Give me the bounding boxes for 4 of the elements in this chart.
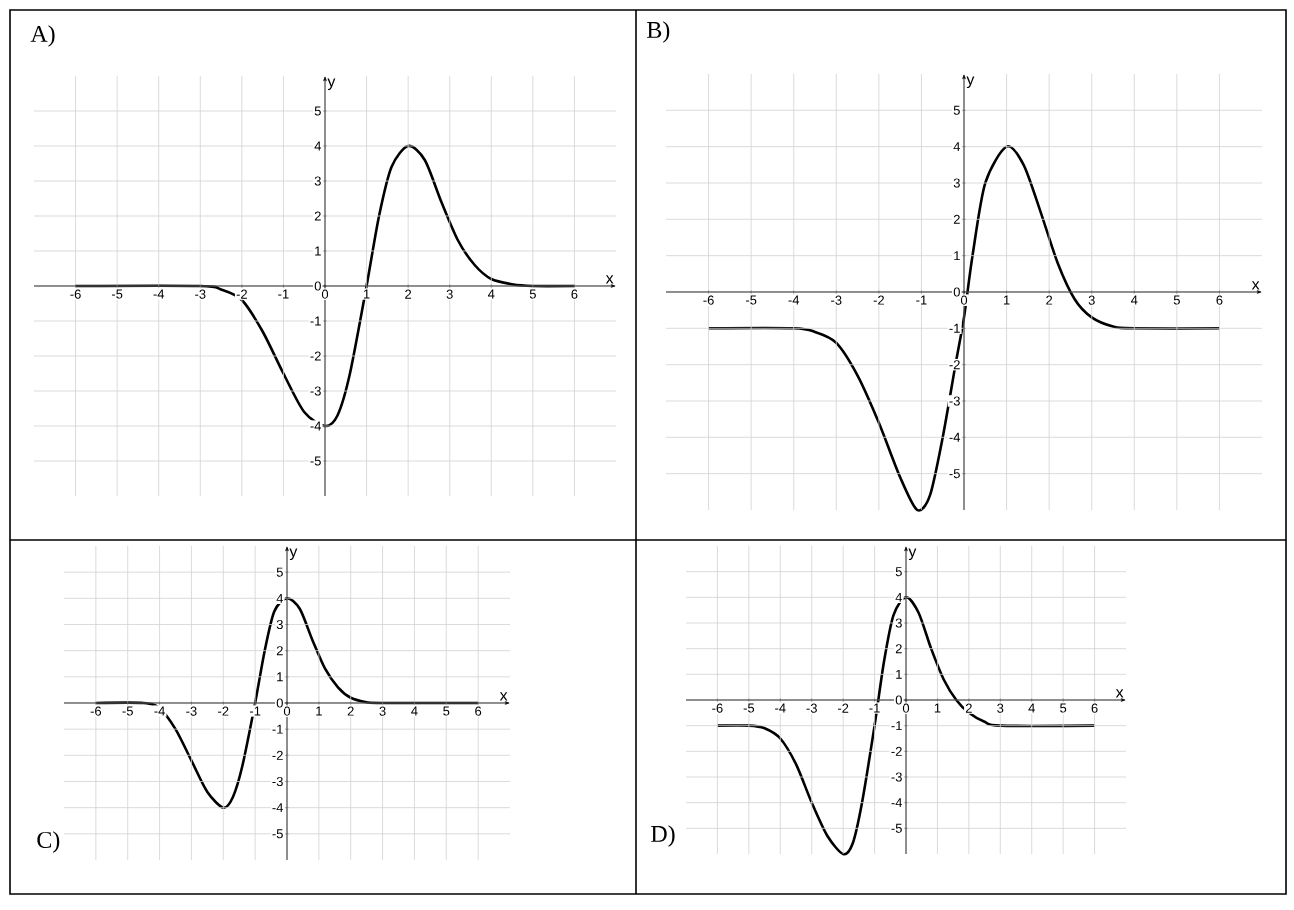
chart-title: B) xyxy=(647,21,670,43)
text: C) xyxy=(37,831,60,853)
text: D) xyxy=(651,825,675,847)
chart-title: A) xyxy=(30,25,55,47)
